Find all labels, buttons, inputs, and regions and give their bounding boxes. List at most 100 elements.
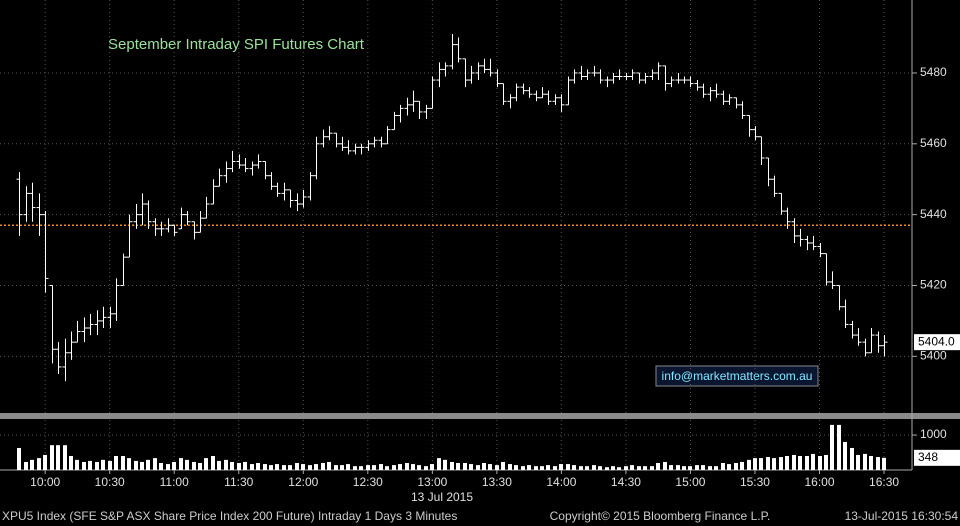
volume-bar	[237, 463, 241, 470]
volume-bar	[818, 456, 822, 470]
volume-bar	[30, 459, 34, 470]
volume-bar	[424, 466, 428, 470]
volume-bar	[534, 466, 538, 470]
volume-bar	[579, 466, 583, 470]
volume-bar	[546, 465, 550, 470]
volume-bar	[50, 445, 54, 470]
volume-bar	[650, 466, 654, 470]
volume-bar	[759, 458, 763, 470]
volume-bar	[805, 456, 809, 470]
volume-bar	[172, 461, 176, 470]
volume-bar	[727, 464, 731, 470]
volume-bar	[876, 457, 880, 470]
volume-bar	[398, 464, 402, 470]
x-tick-label: 16:00	[804, 475, 834, 489]
volume-bar	[598, 466, 602, 470]
x-tick-label: 12:00	[288, 475, 318, 489]
volume-bar	[301, 464, 305, 470]
volume-bar	[224, 459, 228, 470]
x-tick-label: 15:00	[675, 475, 705, 489]
volume-bar	[334, 465, 338, 470]
volume-bar	[456, 463, 460, 470]
volume-bar	[88, 460, 92, 470]
footer-left: XPU5 Index (SFE S&P ASX Share Price Inde…	[2, 509, 457, 523]
volume-bar	[553, 466, 557, 470]
volume-bar	[405, 463, 409, 470]
volume-bar	[359, 466, 363, 470]
volume-bar	[572, 465, 576, 470]
volume-bar	[288, 465, 292, 470]
volume-bar	[482, 463, 486, 470]
volume-bar	[695, 465, 699, 470]
chart-title: September Intraday SPI Futures Chart	[108, 36, 365, 53]
volume-bar	[166, 464, 170, 470]
volume-bar	[566, 464, 570, 470]
volume-bar	[688, 466, 692, 470]
y-tick-label: 5420	[920, 278, 947, 292]
volume-bar	[327, 461, 331, 470]
volume-bar	[811, 453, 815, 470]
volume-bar	[682, 466, 686, 470]
volume-bar	[708, 466, 712, 470]
volume-bar	[527, 465, 531, 470]
volume-bar	[463, 463, 467, 470]
volume-bar	[314, 464, 318, 470]
volume-bar	[624, 466, 628, 470]
volume-bar	[263, 464, 267, 470]
date-label: 13 Jul 2015	[411, 490, 473, 504]
x-tick-label: 10:30	[95, 475, 125, 489]
y-tick-label: 5480	[920, 65, 947, 79]
volume-bar	[179, 458, 183, 470]
x-tick-label: 14:00	[546, 475, 576, 489]
volume-bar	[508, 464, 512, 470]
volume-bar	[585, 466, 589, 470]
volume-bar	[217, 460, 221, 470]
volume-bar	[643, 466, 647, 470]
volume-bar	[501, 461, 505, 470]
volume-bar	[353, 466, 357, 470]
volume-bar	[43, 454, 47, 470]
volume-bar	[82, 461, 86, 470]
volume-bar	[295, 463, 299, 470]
x-tick-label: 13:00	[417, 475, 447, 489]
volume-bar	[663, 461, 667, 470]
volume-bar	[734, 463, 738, 470]
x-tick-label: 13:30	[482, 475, 512, 489]
volume-bar	[469, 464, 473, 470]
volume-bar	[443, 459, 447, 470]
volume-bar	[340, 465, 344, 470]
last-price-label: 5404.0	[918, 334, 955, 348]
volume-bar	[159, 463, 163, 470]
volume-bar	[37, 458, 41, 470]
y-tick-label: 5400	[920, 348, 947, 362]
volume-bar	[243, 461, 247, 470]
volume-bar	[450, 461, 454, 470]
volume-bar	[417, 465, 421, 470]
volume-bar	[540, 466, 544, 470]
x-tick-label: 11:30	[224, 475, 253, 489]
volume-bar	[379, 464, 383, 470]
watermark-box	[655, 365, 819, 387]
volume-bar	[185, 459, 189, 470]
volume-bar	[282, 465, 286, 470]
panel-separator	[0, 413, 960, 419]
volume-bar	[69, 456, 73, 470]
volume-bar	[779, 457, 783, 470]
volume-bar	[211, 456, 215, 470]
volume-bar	[676, 465, 680, 470]
volume-bar	[411, 464, 415, 470]
volume-bar	[308, 465, 312, 470]
volume-bar	[830, 424, 834, 470]
volume-bar	[740, 461, 744, 470]
volume-bar	[192, 461, 196, 470]
volume-bar	[198, 463, 202, 470]
y-tick-label: 1000	[920, 427, 947, 441]
volume-bar	[437, 458, 441, 470]
volume-bar	[611, 466, 615, 470]
volume-bar	[114, 456, 118, 470]
last-volume-flag	[914, 449, 960, 466]
last-price-flag	[914, 334, 960, 351]
volume-bar	[656, 463, 660, 470]
